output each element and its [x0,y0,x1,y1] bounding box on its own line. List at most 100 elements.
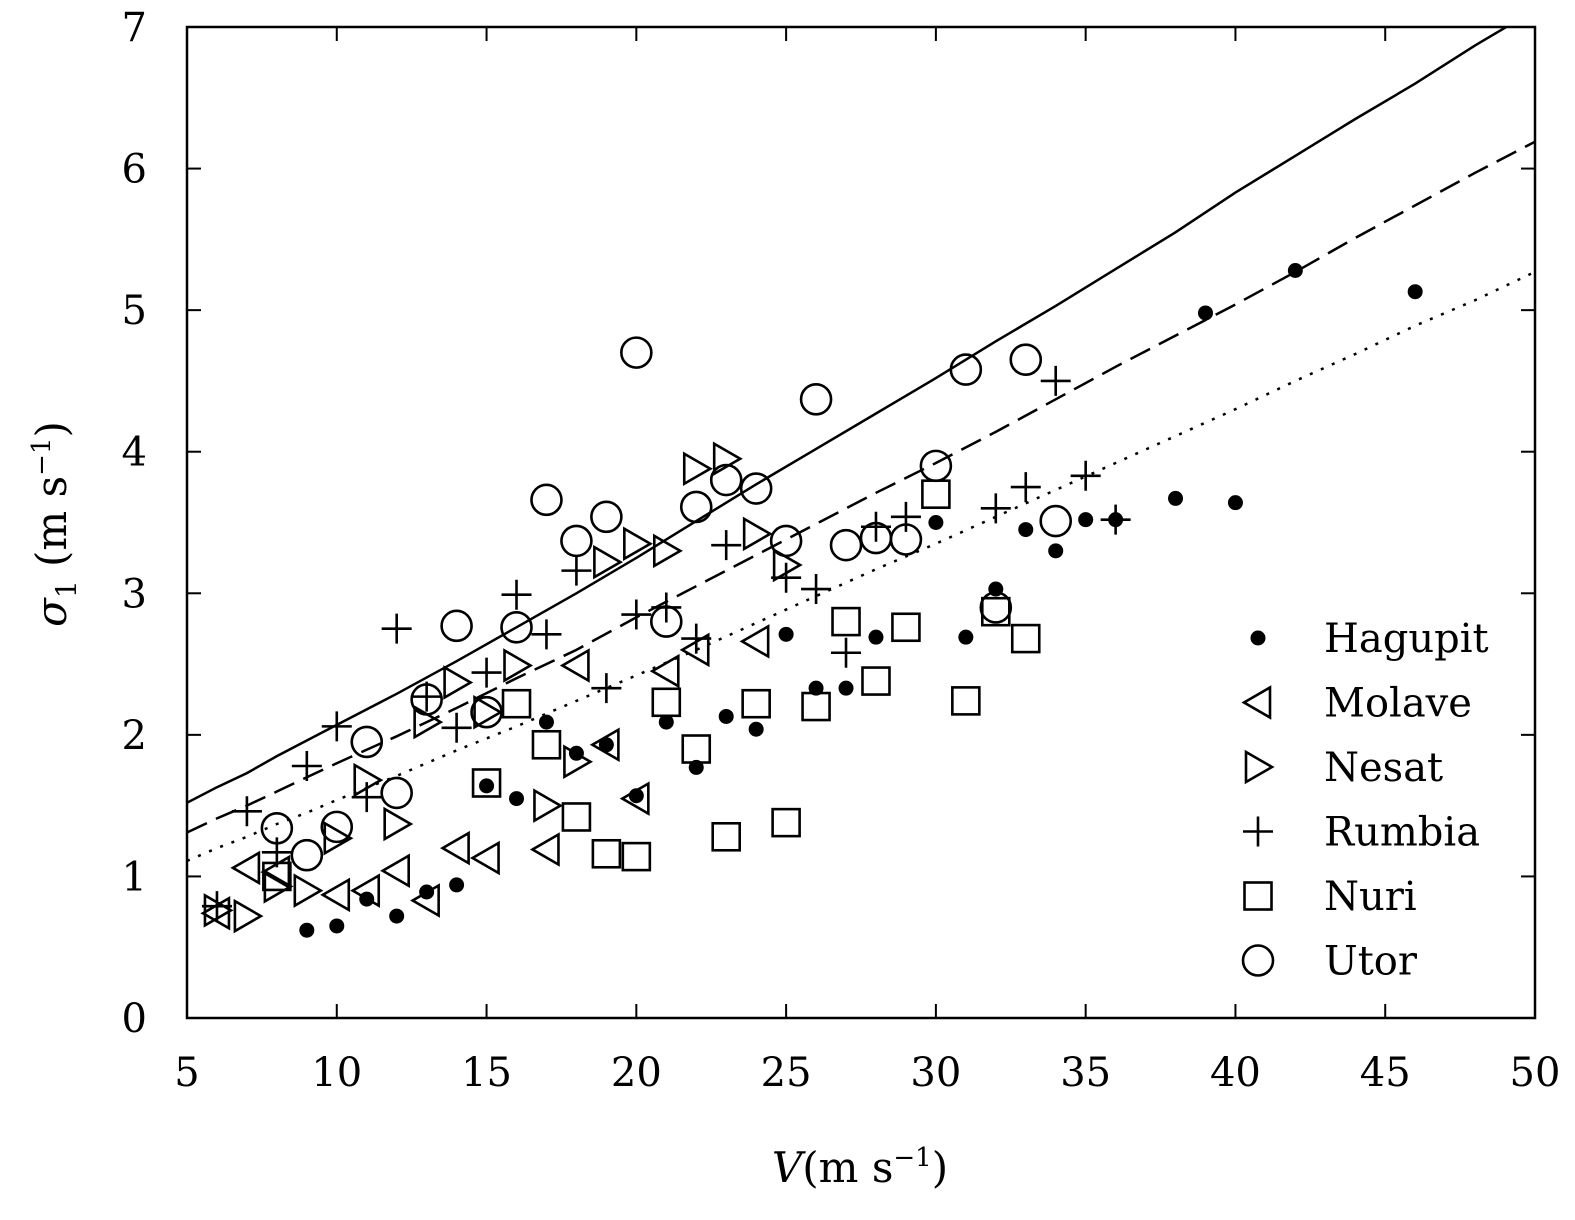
data-point-utor [829,528,863,562]
data-point-molave [439,830,470,866]
data-point-utor [530,483,563,517]
legend-item-rumbia: Rumbia [1243,810,1480,856]
y-tick-label: 0 [122,996,147,1042]
series-nesat [203,441,803,934]
data-point-rumbia [591,673,622,704]
data-point-nesat [533,788,564,823]
data-point-molave [739,624,770,659]
data-point-utor [979,591,1013,624]
x-tick-label: 50 [1510,1050,1561,1096]
data-point-utor [739,472,773,505]
data-point-utor [470,695,503,729]
data-point-hagupit [1197,305,1213,321]
data-point-nuri [861,666,891,696]
legend-marker-nesat [1244,749,1275,785]
data-point-utor [949,353,983,386]
data-point-nuri [831,606,861,637]
data-point-rumbia [471,657,502,688]
data-point-hagupit [449,877,465,893]
data-point-hagupit [329,918,345,934]
data-point-nesat [293,873,324,908]
y-tick-label: 5 [122,288,147,334]
data-point-molave [350,873,381,908]
data-point-nesat [652,533,683,569]
y-tick-label: 2 [122,713,147,759]
data-point-rumbia [561,555,592,586]
data-point-rumbia [1070,460,1101,491]
data-point-hagupit [838,680,854,696]
data-point-utor [380,776,413,810]
data-point-rumbia [441,712,472,743]
data-point-hagupit [1227,495,1243,511]
data-point-molave [320,877,351,913]
data-point-molave [410,883,440,918]
data-point-utor [560,524,593,558]
fit-line-dashed [187,140,1535,834]
legend-marker-utor [1241,944,1275,977]
data-point-utor [500,610,533,644]
data-point-nesat [742,516,773,552]
data-point-nuri [921,479,951,509]
data-point-rumbia [681,623,712,654]
legend-label: Molave [1324,681,1472,727]
data-point-utor [649,605,683,638]
data-point-molave [589,727,620,763]
data-point-rumbia [351,782,382,813]
data-point-nuri [741,688,771,719]
data-point-utor [410,683,443,716]
x-tick-label: 15 [461,1050,512,1096]
data-point-utor [799,383,833,416]
data-point-molave [559,648,590,683]
data-point-molave [469,840,500,876]
data-point-nuri [262,861,292,892]
data-point-hagupit [509,791,525,807]
legend: Hagupit Molave Nesat Rumbia Nuri Utor [1241,616,1489,985]
data-point-utor [1009,343,1043,376]
x-tick-label: 40 [1210,1050,1261,1096]
data-point-hagupit [1168,490,1184,506]
data-point-rumbia [231,796,262,827]
data-point-molave [619,781,650,816]
legend-item-nesat: Nesat [1244,745,1443,791]
data-point-rumbia [801,574,832,605]
data-point-nesat [233,898,264,934]
data-point-nesat [473,694,504,730]
y-tick-label: 4 [122,430,147,476]
data-point-nuri [980,596,1011,627]
data-point-hagupit [928,515,944,530]
x-tick-label: 45 [1360,1050,1411,1096]
data-point-nesat [682,451,713,486]
legend-marker-hagupit [1250,630,1266,646]
data-point-rumbia [1040,365,1071,396]
data-point-rumbia [980,493,1011,524]
legend-marker-nuri [1243,881,1273,911]
data-point-hagupit [958,629,974,645]
data-point-nesat [263,869,294,904]
data-point-rumbia [771,562,802,593]
data-point-nesat [503,648,534,683]
series-utor [260,336,1073,872]
data-point-rumbia [381,613,412,644]
plot-frame [185,25,1537,1020]
x-axis-label: V(m s−1) [772,1143,948,1192]
x-tick-label: 35 [1060,1050,1111,1096]
legend-item-utor: Utor [1241,939,1418,985]
data-point-molave [380,853,410,889]
y-tick-label: 3 [122,571,147,617]
data-point-utor [919,449,953,483]
x-tick-label: 30 [910,1050,961,1096]
data-point-nuri [651,687,682,718]
data-point-utor [889,523,923,556]
data-point-utor [679,490,713,524]
data-point-nuri [621,841,652,872]
legend-label: Nuri [1324,874,1417,920]
data-point-hagupit [1287,263,1303,279]
x-tick-label: 20 [611,1050,662,1096]
data-point-nuri [591,838,622,869]
legend-label: Utor [1324,939,1418,985]
data-point-hagupit [748,721,764,737]
data-point-hagupit [778,626,794,642]
data-point-nesat [623,526,653,561]
data-point-rumbia [531,619,562,650]
